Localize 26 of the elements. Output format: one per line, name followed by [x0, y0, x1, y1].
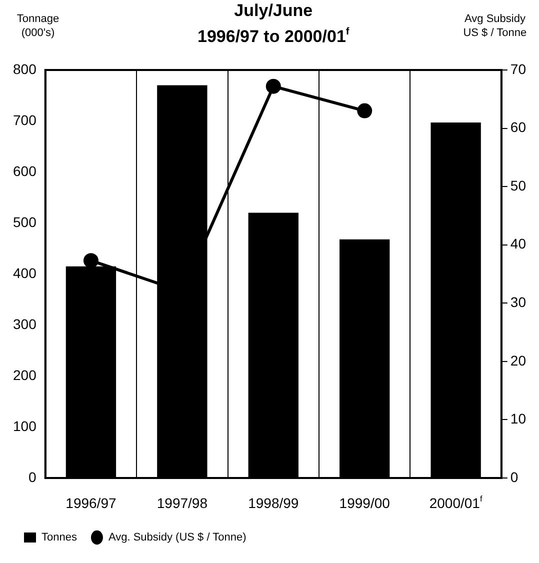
x-tick-label: 1997/98	[156, 495, 208, 511]
x-tick-label: 1998/99	[248, 495, 299, 511]
y-tick-label: 500	[13, 214, 37, 230]
y-tick-label: 400	[13, 264, 37, 281]
y-tick-label: 800	[13, 60, 37, 77]
y2-tick-label: 40	[510, 236, 526, 252]
x-tick-label: 1996/97	[66, 495, 116, 511]
chart-title: July/June	[234, 1, 313, 20]
y2-tick-label: 20	[510, 352, 526, 368]
legend-label: Tonnes	[42, 532, 78, 544]
y2-tick-label: 0	[510, 468, 518, 485]
x-tick-label: 1999/00	[339, 495, 390, 511]
y-tick-label: 200	[13, 366, 37, 383]
y2-tick-label: 30	[510, 294, 526, 310]
y-axis-title: Tonnage (000's)	[16, 13, 60, 39]
y2-axis-title: Avg Subsidy US $ / Tonne	[463, 13, 527, 39]
y-tick-label: 0	[28, 468, 37, 485]
y-tick-label: 100	[13, 418, 37, 434]
y-tick-label: 300	[13, 316, 37, 332]
y2-tick-label: 10	[510, 410, 526, 427]
y2-tick-label: 60	[510, 119, 526, 136]
y2-tick-label: 50	[510, 177, 526, 194]
legend-label: Avg. Subsidy (US $ / Tonne)	[108, 532, 246, 544]
y2-tick-label: 70	[510, 60, 526, 77]
y-tick-label: 600	[13, 162, 37, 179]
y-tick-label: 700	[13, 112, 37, 128]
